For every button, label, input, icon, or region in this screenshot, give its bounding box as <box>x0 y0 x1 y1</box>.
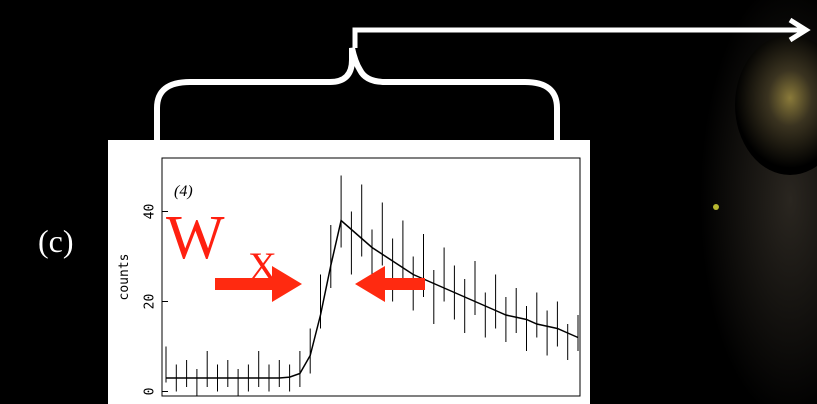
y-tick-label: 0 <box>143 388 158 396</box>
left-arrow <box>355 266 425 302</box>
y-axis-label: counts <box>117 254 132 301</box>
right-arrow <box>215 266 302 302</box>
photo-glow <box>735 35 817 175</box>
y-tick-label: 40 <box>143 204 158 220</box>
panel-annotation: (4) <box>174 183 193 200</box>
photo-star <box>713 204 719 210</box>
fit-line <box>166 219 579 379</box>
plot-area: 0 20 40 <box>143 175 579 396</box>
pointer-arrow <box>352 17 811 48</box>
brace <box>154 47 560 140</box>
y-tick-label: 20 <box>143 294 158 310</box>
panel-label: (c) <box>38 223 74 259</box>
plot-panel <box>108 140 590 404</box>
symbol: W <box>166 204 225 272</box>
plot-frame <box>161 157 581 397</box>
